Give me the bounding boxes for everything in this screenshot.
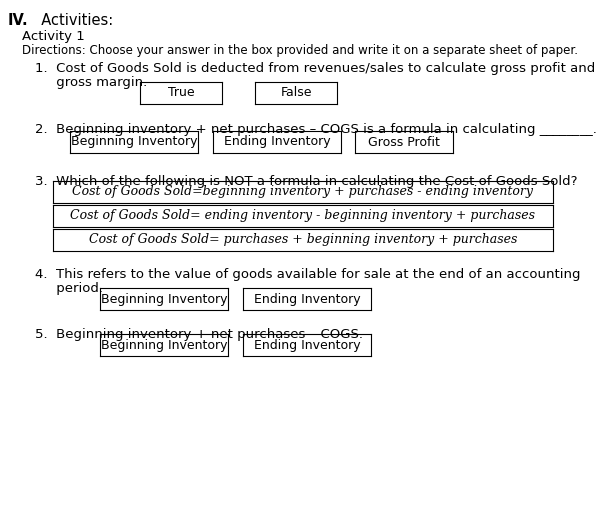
Text: Ending Inventory: Ending Inventory [254,338,361,352]
Text: Activity 1: Activity 1 [22,30,85,43]
Text: 3.  Which of the following is NOT a formula in calculating the Cost of Goods Sol: 3. Which of the following is NOT a formu… [35,175,577,188]
Text: False: False [280,86,312,100]
Text: Cost of Goods Sold= ending inventory - beginning inventory + purchases: Cost of Goods Sold= ending inventory - b… [70,209,535,223]
Text: 4.  This refers to the value of goods available for sale at the end of an accoun: 4. This refers to the value of goods ava… [35,268,580,281]
Text: Gross Profit: Gross Profit [368,136,440,148]
Text: Cost of Goods Sold= purchases + beginning inventory + purchases: Cost of Goods Sold= purchases + beginnin… [89,234,517,246]
Text: Ending Inventory: Ending Inventory [224,136,330,148]
Text: Directions: Choose your answer in the box provided and write it on a separate sh: Directions: Choose your answer in the bo… [22,44,578,57]
Text: Activities:: Activities: [32,13,114,28]
Text: 5.  Beginning inventory + net purchases – COGS.: 5. Beginning inventory + net purchases –… [35,328,363,341]
Text: Ending Inventory: Ending Inventory [254,293,361,305]
Text: 2.  Beginning inventory + net purchases – COGS is a formula in calculating _____: 2. Beginning inventory + net purchases –… [35,123,597,136]
Text: Beginning Inventory: Beginning Inventory [71,136,197,148]
Text: IV.: IV. [8,13,29,28]
Text: True: True [168,86,194,100]
Text: period.: period. [35,282,103,295]
Text: gross margin.: gross margin. [35,76,148,89]
Text: 1.  Cost of Goods Sold is deducted from revenues/sales to calculate gross profit: 1. Cost of Goods Sold is deducted from r… [35,62,595,75]
Text: Beginning Inventory: Beginning Inventory [101,293,227,305]
Text: Cost of Goods Sold=beginning inventory + purchases - ending inventory: Cost of Goods Sold=beginning inventory +… [72,185,534,199]
Text: Beginning Inventory: Beginning Inventory [101,338,227,352]
